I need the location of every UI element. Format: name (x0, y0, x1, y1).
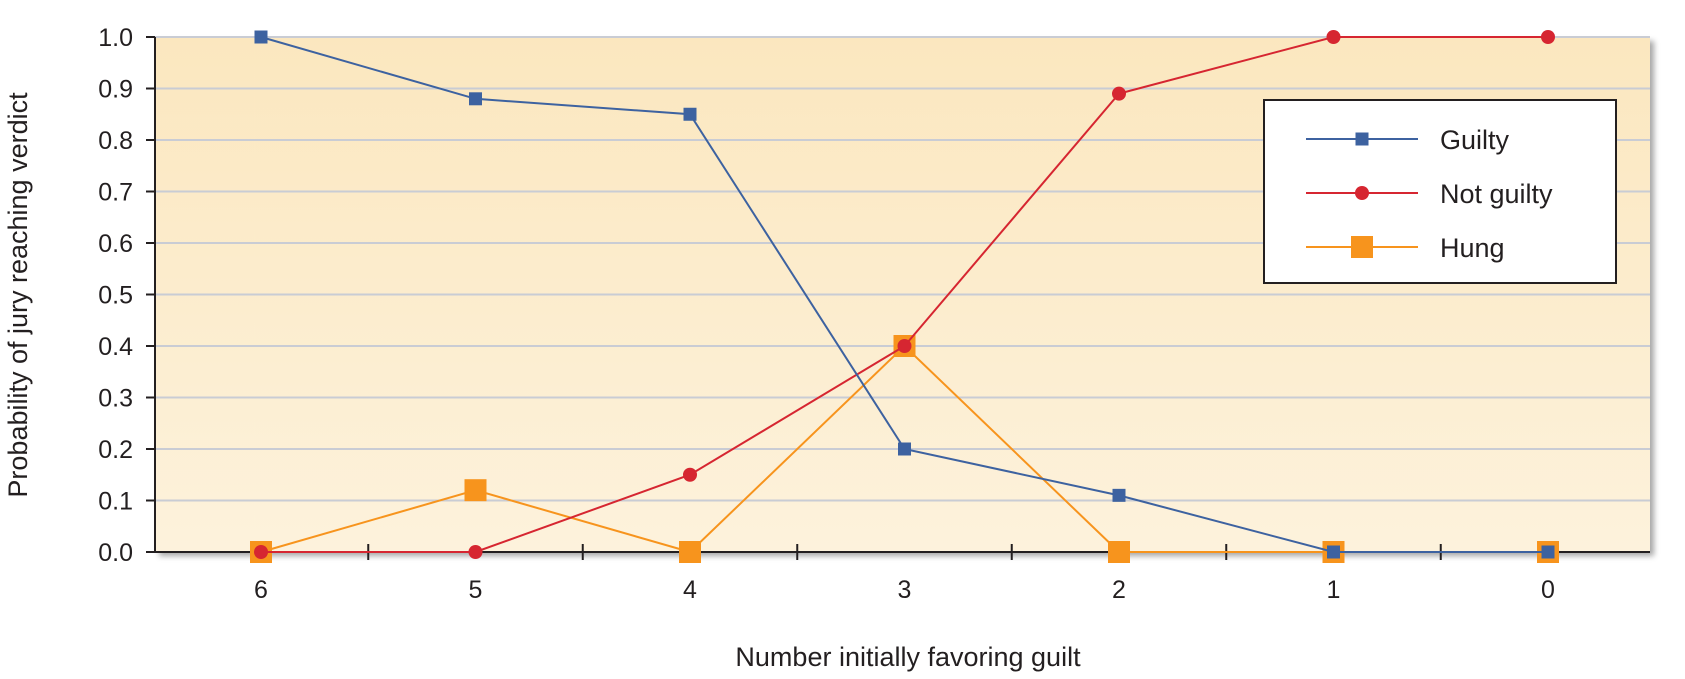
guilty-point (1112, 488, 1126, 502)
y-tick-label: 1.0 (98, 24, 133, 52)
not-guilty-point (1112, 86, 1126, 101)
y-tick-label: 0.1 (98, 488, 133, 516)
y-tick-label: 0.4 (98, 333, 133, 361)
guilty-point (683, 107, 697, 121)
hung-point (679, 541, 701, 563)
legend-label: Not guilty (1440, 179, 1553, 209)
x-axis-title: Number initially favoring guilt (735, 642, 1081, 672)
legend-entry-guilty: Guilty (1306, 125, 1510, 155)
y-tick-label: 0.9 (98, 76, 133, 104)
not-guilty-point (897, 339, 912, 353)
y-tick-label: 0.8 (98, 127, 133, 155)
legend-entry-hung: Hung (1306, 233, 1505, 263)
not-guilty-point (1326, 30, 1341, 44)
series-guilty (254, 30, 1555, 559)
series-not-guilty (254, 30, 1555, 559)
legend-entry-not-guilty: Not guilty (1306, 179, 1553, 209)
x-tick-label: 2 (1112, 576, 1126, 604)
y-tick-label: 0.0 (98, 539, 133, 567)
guilty-point (254, 30, 268, 44)
x-tick-label: 6 (254, 576, 268, 604)
legend-label: Hung (1440, 233, 1505, 263)
y-tick-label: 0.6 (98, 230, 133, 258)
x-tick-labels: 6 5 4 3 2 1 0 (254, 576, 1555, 604)
legend-label: Guilty (1440, 125, 1510, 155)
not-guilty-point (683, 467, 697, 482)
guilty-point (898, 442, 911, 456)
legend-marker (1355, 132, 1369, 146)
legend-marker (1355, 186, 1369, 200)
y-tick-label: 0.5 (98, 282, 133, 310)
legend: Guilty Not guilty Hung (1263, 99, 1617, 284)
y-tick-label: 0.7 (98, 179, 133, 207)
legend-marker (1351, 236, 1373, 258)
not-guilty-point (468, 545, 483, 559)
hung-point (464, 479, 487, 502)
y-tick-label: 0.3 (98, 385, 133, 413)
not-guilty-point (1541, 30, 1555, 44)
guilty-point (1541, 545, 1555, 559)
x-tick-label: 0 (1541, 576, 1555, 604)
guilty-point (469, 92, 482, 106)
series (250, 30, 1559, 563)
y-tick-labels: 0.0 0.1 0.2 0.3 0.4 0.5 0.6 0.7 0.8 0.9 1.0 (98, 24, 133, 567)
guilty-point (1327, 545, 1340, 559)
legend-box (1263, 99, 1617, 284)
y-tick-label: 0.2 (98, 436, 133, 464)
x-tick-label: 1 (1327, 576, 1341, 604)
y-axis-title: Probability of jury reaching verdict (3, 92, 33, 498)
hung-point (1108, 541, 1130, 563)
x-tick-label: 4 (683, 576, 697, 604)
not-guilty-point (254, 545, 268, 559)
x-tick-label: 3 (898, 576, 912, 604)
x-tick-label: 5 (469, 576, 483, 604)
